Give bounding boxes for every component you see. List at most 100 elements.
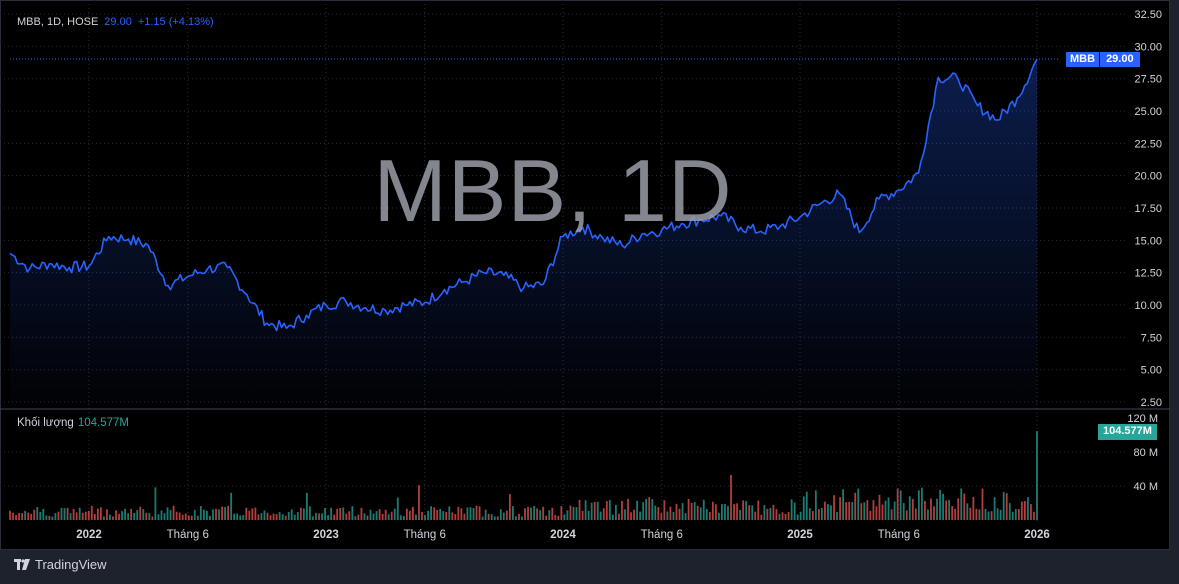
volume-bar	[151, 516, 154, 520]
volume-bar	[84, 511, 87, 520]
volume-bar	[917, 490, 920, 520]
volume-legend[interactable]: Khối lượng 104.577M	[17, 417, 129, 429]
volume-bar	[42, 508, 45, 520]
price-tick-label: 10.00	[1134, 300, 1162, 312]
volume-bar	[845, 502, 848, 520]
volume-bar	[442, 511, 445, 520]
volume-bar	[648, 497, 651, 520]
volume-bar	[978, 509, 981, 520]
volume-bar	[63, 508, 66, 520]
volume-bar	[566, 510, 569, 520]
time-tick-label: 2025	[787, 529, 813, 541]
volume-bar	[518, 513, 520, 520]
volume-bar	[36, 507, 39, 520]
time-tick-label: Tháng 6	[167, 529, 209, 541]
volume-bar	[705, 509, 708, 520]
price-tick-label: 2.50	[1141, 397, 1162, 409]
volume-bar	[799, 511, 802, 520]
volume-bar	[248, 510, 251, 520]
volume-bar	[430, 506, 433, 520]
volume-bar	[830, 505, 832, 520]
volume-bar	[902, 503, 905, 520]
volume-bar	[1014, 509, 1017, 520]
symbol-legend[interactable]: MBB, 1D, HOSE 29.00 +1.15 (+4.13%)	[17, 16, 214, 28]
volume-bar	[357, 514, 360, 520]
volume-bar	[87, 510, 90, 520]
volume-bar	[69, 513, 72, 520]
volume-bar	[24, 510, 27, 520]
volume-bar	[348, 511, 351, 520]
price-tick-label: 5.00	[1141, 365, 1162, 377]
volume-bar	[457, 506, 460, 520]
volume-bar	[521, 516, 523, 520]
volume-bar	[790, 499, 793, 520]
volume-bar	[436, 509, 439, 520]
volume-bar	[275, 514, 278, 520]
volume-bar	[569, 505, 572, 520]
volume-bar	[133, 513, 136, 520]
brand-name: TradingView	[35, 557, 107, 572]
volume-bar	[645, 498, 648, 520]
volume-bar	[190, 515, 193, 520]
volume-bar	[593, 502, 596, 520]
volume-bar	[545, 515, 548, 520]
volume-bar	[103, 516, 105, 520]
volume-bar	[57, 511, 60, 520]
volume-bar	[633, 509, 635, 520]
volume-bars	[9, 431, 1038, 520]
volume-bar	[1027, 497, 1029, 520]
volume-bar	[193, 510, 196, 520]
volume-bar	[466, 507, 469, 520]
volume-bar	[309, 506, 311, 520]
volume-bar	[933, 506, 935, 520]
volume-bar	[681, 503, 684, 520]
volume-bar	[624, 509, 626, 520]
volume-bar	[948, 499, 951, 520]
volume-bar	[614, 505, 617, 520]
volume-bar	[396, 497, 399, 520]
close-value: 29.00	[104, 16, 132, 28]
volume-bar	[1005, 493, 1008, 520]
volume-bar	[408, 510, 411, 520]
volume-bar	[418, 485, 420, 520]
volume-bar	[696, 505, 699, 520]
volume-bar	[678, 508, 681, 520]
volume-bar	[239, 515, 242, 520]
volume-bar	[124, 508, 127, 520]
volume-bar	[27, 512, 30, 520]
volume-bar	[260, 513, 263, 520]
volume-bar	[963, 493, 966, 520]
volume-bar	[160, 510, 163, 520]
volume-bar	[154, 487, 157, 520]
volume-bar	[121, 511, 123, 520]
footer-brand[interactable]: TradingView	[14, 557, 107, 572]
volume-bar	[996, 508, 999, 520]
volume-bar	[112, 516, 114, 520]
volume-bar	[957, 498, 960, 520]
volume-bar	[269, 515, 272, 520]
volume-bar	[927, 509, 929, 520]
volume-bar	[981, 488, 984, 520]
volume-bar	[584, 500, 587, 520]
volume-bar	[233, 513, 236, 520]
volume-bar	[572, 506, 575, 520]
volume-bar	[693, 502, 696, 520]
volume-bar	[596, 501, 599, 520]
volume-bar	[251, 508, 254, 520]
volume-tick-label: 80 M	[1134, 447, 1158, 459]
volume-bar	[1030, 504, 1032, 520]
volume-bar	[772, 504, 775, 520]
volume-bar	[702, 499, 705, 520]
volume-value: 104.577M	[77, 417, 129, 429]
volume-bar	[784, 513, 787, 520]
last-price-tag: MBB 29.00	[1066, 52, 1140, 67]
volume-bar	[530, 507, 532, 520]
volume-bar	[142, 509, 145, 520]
volume-bar	[599, 511, 602, 520]
volume-bar	[218, 509, 220, 520]
volume-bar	[536, 508, 539, 520]
price-tick-label: 17.50	[1134, 203, 1162, 215]
volume-bar	[81, 512, 84, 520]
volume-bar	[184, 513, 187, 520]
